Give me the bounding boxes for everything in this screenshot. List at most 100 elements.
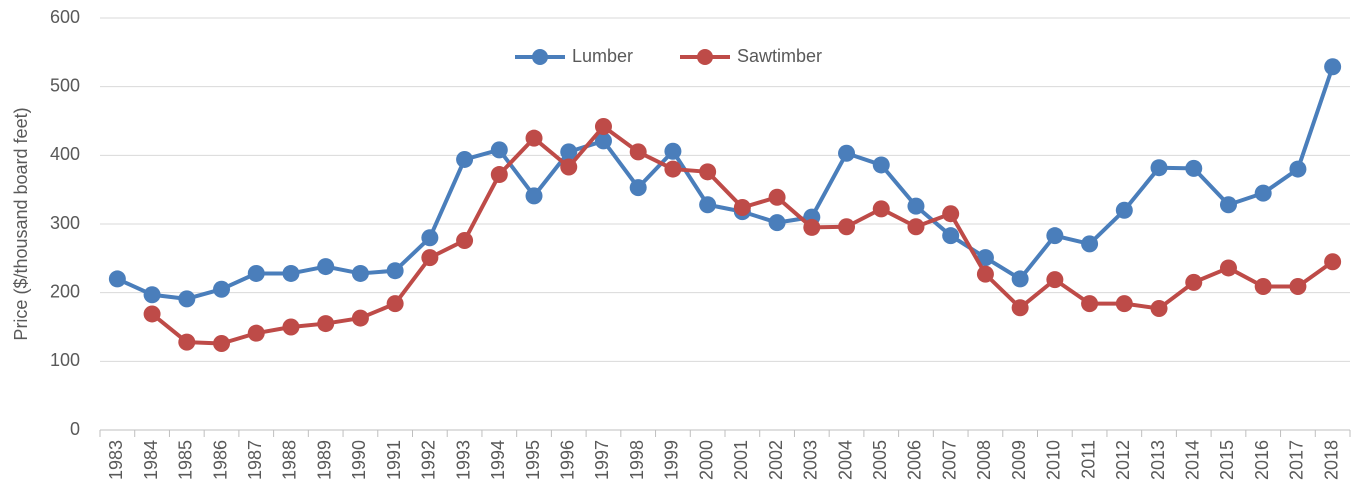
x-tick-label: 1995 <box>523 440 543 480</box>
data-point <box>733 199 751 217</box>
data-point <box>699 163 717 181</box>
x-tick-label: 2009 <box>1009 440 1029 480</box>
x-tick-label: 1998 <box>627 440 647 480</box>
data-point <box>282 264 300 282</box>
data-point <box>664 142 682 160</box>
data-point <box>942 227 960 245</box>
data-point <box>1185 159 1203 177</box>
data-point <box>1150 159 1168 177</box>
y-axis-label: Price ($/thousand board feet) <box>11 107 31 340</box>
data-point <box>282 318 300 336</box>
data-point <box>1115 295 1133 313</box>
x-tick-label: 2008 <box>974 440 994 480</box>
x-tick-label: 1983 <box>106 440 126 480</box>
x-tick-label: 2014 <box>1183 440 1203 480</box>
x-tick-label: 1993 <box>453 440 473 480</box>
x-tick-label: 2002 <box>766 440 786 480</box>
data-point <box>942 205 960 223</box>
x-tick-label: 2006 <box>905 440 925 480</box>
data-point <box>386 295 404 313</box>
y-tick-label: 200 <box>50 281 80 301</box>
data-point <box>1081 235 1099 253</box>
x-tick-label: 1999 <box>662 440 682 480</box>
data-point <box>1219 196 1237 214</box>
data-point <box>976 265 994 283</box>
data-point <box>386 262 404 280</box>
data-point <box>247 324 265 342</box>
data-point <box>1115 201 1133 219</box>
data-point <box>1081 295 1099 313</box>
data-point <box>1011 270 1029 288</box>
data-point <box>1324 253 1342 271</box>
x-tick-label: 1991 <box>384 440 404 480</box>
x-tick-label: 2000 <box>696 440 716 480</box>
data-point <box>664 160 682 178</box>
data-point <box>351 309 369 327</box>
data-point <box>803 218 821 236</box>
data-point <box>525 187 543 205</box>
data-point <box>247 264 265 282</box>
x-tick-label: 2012 <box>1113 440 1133 480</box>
data-point <box>421 229 439 247</box>
data-point <box>560 143 578 161</box>
x-tick-label: 1990 <box>349 440 369 480</box>
legend-label: Lumber <box>572 46 633 66</box>
legend-label: Sawtimber <box>737 46 822 66</box>
data-point <box>768 188 786 206</box>
data-point <box>1185 273 1203 291</box>
data-point <box>108 270 126 288</box>
x-tick-label: 2018 <box>1321 440 1341 480</box>
x-tick-label: 2011 <box>1078 440 1098 479</box>
x-tick-label: 2016 <box>1252 440 1272 480</box>
data-point <box>976 249 994 267</box>
data-point <box>1254 184 1272 202</box>
data-point <box>178 333 196 351</box>
x-tick-label: 1992 <box>419 440 439 480</box>
data-point <box>213 280 231 298</box>
data-point <box>525 129 543 147</box>
data-point <box>838 144 856 162</box>
data-point <box>560 158 578 176</box>
y-tick-label: 600 <box>50 7 80 27</box>
y-tick-label: 0 <box>70 419 80 439</box>
data-point <box>1046 271 1064 289</box>
data-point <box>490 141 508 159</box>
x-tick-label: 2004 <box>835 440 855 480</box>
legend-marker <box>697 49 713 65</box>
x-tick-label: 2013 <box>1148 440 1168 480</box>
data-point <box>351 264 369 282</box>
data-point <box>1324 58 1342 76</box>
data-point <box>768 214 786 232</box>
x-tick-label: 2010 <box>1044 440 1064 480</box>
data-point <box>629 143 647 161</box>
data-point <box>143 286 161 304</box>
data-point <box>317 258 335 276</box>
data-point <box>1219 259 1237 277</box>
y-tick-label: 500 <box>50 75 80 95</box>
series-line <box>116 66 1335 301</box>
x-tick-label: 1994 <box>488 440 508 480</box>
x-tick-label: 2005 <box>870 440 890 480</box>
data-point <box>317 315 335 333</box>
x-tick-label: 1989 <box>314 440 334 480</box>
y-tick-label: 400 <box>50 144 80 164</box>
data-point <box>907 218 925 236</box>
data-point <box>1011 299 1029 317</box>
x-tick-label: 2017 <box>1287 440 1307 480</box>
x-tick-label: 1996 <box>558 440 578 480</box>
data-point <box>629 179 647 197</box>
data-point <box>594 117 612 135</box>
data-point <box>178 290 196 308</box>
data-point <box>872 200 890 218</box>
x-tick-label: 2015 <box>1217 440 1237 480</box>
data-point <box>456 231 474 249</box>
data-point <box>872 156 890 174</box>
y-tick-label: 300 <box>50 213 80 233</box>
data-point <box>213 334 231 352</box>
x-tick-label: 1987 <box>245 440 265 480</box>
x-tick-label: 2001 <box>731 440 751 480</box>
data-point <box>1289 160 1307 178</box>
data-point <box>699 196 717 214</box>
x-tick-label: 1984 <box>141 440 161 480</box>
